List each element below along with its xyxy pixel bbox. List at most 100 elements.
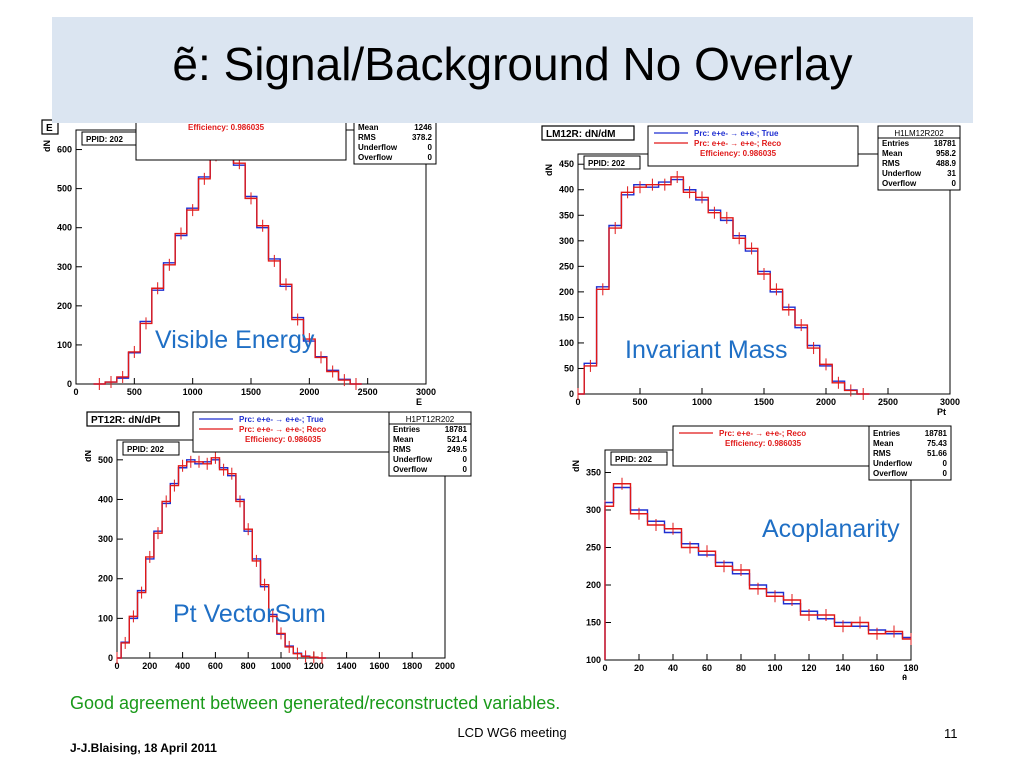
stats-key: Mean [873, 439, 894, 448]
author-date: J-J.Blaising, 18 April 2011 [70, 741, 217, 755]
stats-value: 0 [463, 455, 468, 464]
stats-box [353, 119, 437, 165]
hist-header-box [41, 119, 59, 135]
x-tick-label: 1200 [304, 661, 324, 671]
x-tick-label: 1500 [754, 397, 774, 407]
stats-key: Overflow [873, 469, 908, 478]
stats-value: 18781 [934, 139, 957, 148]
x-tick-label: 0 [602, 663, 607, 673]
x-tick-label: 1800 [402, 661, 422, 671]
x-tick-label: 1400 [337, 661, 357, 671]
stats-box [877, 125, 961, 191]
stats-key: Overflow [393, 465, 428, 474]
annotation-invariant-mass: Invariant Mass [625, 336, 788, 364]
x-axis-label: θ [902, 673, 907, 680]
series-reco-line [604, 483, 911, 660]
x-tick-label: 20 [634, 663, 644, 673]
x-tick-label: 400 [175, 661, 190, 671]
x-tick-label: 2000 [435, 661, 455, 671]
y-tick-label: 400 [98, 494, 113, 504]
stats-key: Underflow [873, 459, 913, 468]
ppid-label: PPID: 202 [588, 159, 625, 168]
y-axis-label: dN [42, 140, 52, 152]
x-tick-label: 1000 [271, 661, 291, 671]
stats-key: Entries [873, 429, 901, 438]
series-reco-line [578, 176, 870, 395]
x-tick-label: 140 [835, 663, 850, 673]
stats-key: Underflow [882, 169, 922, 178]
slide-title: ẽ: Signal/Background No Overlay [172, 38, 853, 90]
y-tick-label: 100 [559, 338, 574, 348]
chart-pt-vectorsum: 0 100 200 300 400 500 0 200 400 600 800 1000 1200 140… [85, 410, 473, 672]
stats-value: 18781 [445, 425, 468, 434]
y-tick-label: 300 [57, 262, 72, 272]
y-tick-label: 250 [559, 261, 574, 271]
stats-box [388, 411, 472, 477]
x-tick-label: 40 [668, 663, 678, 673]
plot-frame [75, 129, 427, 385]
stats-value: 249.5 [447, 445, 468, 454]
efficiency-label: Efficiency: 0.986035 [188, 123, 265, 132]
x-tick-label: 2000 [299, 387, 319, 397]
efficiency-label: Efficiency: 0.986035 [700, 149, 777, 158]
x-tick-label: 60 [702, 663, 712, 673]
ppid-label: PPID: 202 [127, 445, 164, 454]
stats-key: Overflow [358, 153, 393, 162]
legend-true-label: Prc: e+e- → e+e-; True [694, 129, 779, 138]
stats-value: 0 [943, 469, 948, 478]
page-number: 11 [944, 726, 958, 741]
y-tick-label: 100 [586, 655, 601, 665]
ppid-box [583, 155, 641, 170]
hist-header-box [86, 411, 180, 427]
x-axis-label: Pt [432, 671, 441, 672]
stats-value: 521.4 [447, 435, 468, 444]
y-axis-label: dN [85, 450, 93, 462]
x-tick-label: 2500 [358, 387, 378, 397]
stats-value: 0 [428, 143, 433, 152]
x-tick-label: 2000 [816, 397, 836, 407]
y-axis-label: dN [571, 460, 581, 472]
stats-value: 488.9 [936, 159, 957, 168]
y-tick-label: 600 [57, 145, 72, 155]
x-tick-label: 0 [575, 397, 580, 407]
y-tick-label: 100 [57, 340, 72, 350]
stats-key: Mean [393, 435, 414, 444]
y-tick-label: 200 [559, 287, 574, 297]
stats-key: RMS [393, 445, 411, 454]
chart-svg: 0 50 100 150 200 250 300 350 400 450 0 500 1000 1500 2… [541, 125, 961, 417]
stats-value: 0 [428, 153, 433, 162]
y-tick-label: 150 [559, 312, 574, 322]
x-tick-label: 180 [903, 663, 918, 673]
x-tick-label: 3000 [940, 397, 960, 407]
legend-reco-label: Prc: e+e- → e+e-; Reco [719, 429, 806, 438]
title-bar: ẽ: Signal/Background No Overlay [52, 17, 973, 123]
y-tick-label: 250 [586, 543, 601, 553]
stats-box [868, 425, 952, 481]
y-tick-label: 100 [98, 613, 113, 623]
stats-title: H1LM12R202 [894, 129, 944, 138]
plot-frame [604, 449, 912, 661]
y-tick-label: 400 [57, 223, 72, 233]
ppid-label: PPID: 202 [86, 135, 123, 144]
y-tick-label: 300 [586, 505, 601, 515]
x-tick-label: 120 [801, 663, 816, 673]
stats-title: H1PT12R202 [406, 415, 455, 424]
x-tick-label: 2500 [878, 397, 898, 407]
hist-header: LM12R: dN/dM [546, 129, 615, 140]
chart-svg: 0 100 200 300 400 500 0 200 400 600 800 1000 1200 140… [85, 411, 472, 672]
stats-value: 958.2 [936, 149, 957, 158]
y-tick-label: 50 [564, 363, 574, 373]
x-tick-label: 500 [632, 397, 647, 407]
footer-note: Good agreement between generated/reconst… [70, 693, 561, 713]
stats-key: RMS [882, 159, 900, 168]
hist-header-box [541, 125, 635, 141]
y-tick-label: 150 [586, 618, 601, 628]
series-reco-line [117, 457, 327, 659]
stats-value: 0 [463, 465, 468, 474]
legend-reco-label: Prc: e+e- → e+e-; Reco [239, 425, 326, 434]
x-tick-label: 3000 [416, 387, 436, 397]
stats-value: 1246 [414, 123, 432, 132]
stats-value: 0 [952, 179, 957, 188]
chart-svg: 100 150 200 250 300 350 0 20 40 60 80 100 120 140 160 1… [571, 425, 952, 680]
x-tick-label: 1500 [241, 387, 261, 397]
